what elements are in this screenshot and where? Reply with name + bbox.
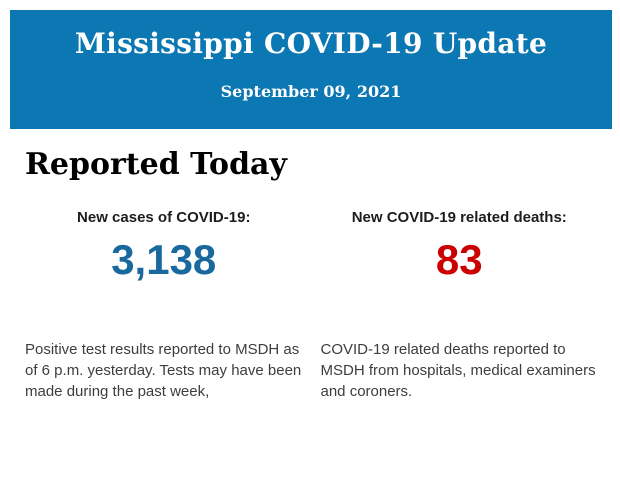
newsletter-date: September 09, 2021 [220,82,402,101]
new-deaths-label: New COVID-19 related deaths: [351,209,567,226]
new-deaths-description: COVID-19 related deaths reported to MSDH… [320,341,596,400]
new-cases-description: Positive test results reported to MSDH a… [25,341,302,400]
report-section: Reported Today New cases of COVID-19: 3,… [0,129,620,402]
newsletter-title: Mississippi COVID-19 Update [74,27,548,60]
stats-row: New cases of COVID-19: 3,138 New COVID-1… [25,209,598,281]
new-deaths-value: 83 [435,236,483,283]
descriptions-row: Positive test results reported to MSDH a… [25,339,598,402]
stat-new-cases: New cases of COVID-19: 3,138 [25,209,303,281]
new-cases-label: New cases of COVID-19: [77,209,251,226]
header-banner: Mississippi COVID-19 Update September 09… [10,10,612,129]
new-cases-value: 3,138 [111,236,217,283]
section-heading-reported-today: Reported Today [25,147,287,182]
stat-new-deaths: New COVID-19 related deaths: 83 [321,209,599,281]
